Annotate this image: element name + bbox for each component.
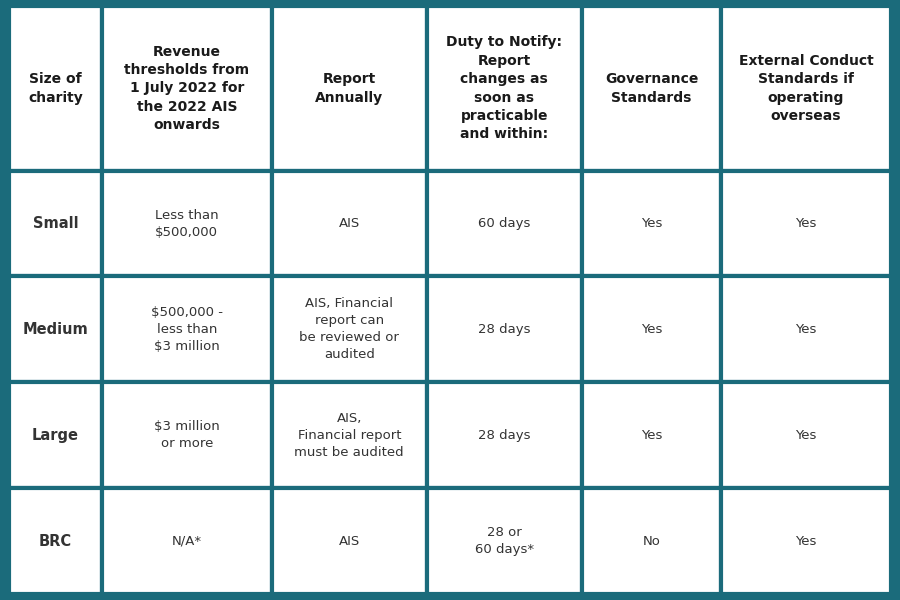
- Bar: [427, 170, 581, 277]
- Bar: [9, 170, 102, 277]
- Bar: [581, 382, 721, 488]
- Bar: [581, 170, 721, 277]
- Text: Governance
Standards: Governance Standards: [605, 72, 698, 104]
- Bar: [427, 382, 581, 488]
- Bar: [721, 382, 891, 488]
- Bar: [102, 170, 272, 277]
- Bar: [721, 170, 891, 277]
- Text: Medium: Medium: [22, 322, 88, 337]
- Text: 28 days: 28 days: [478, 429, 531, 442]
- Text: Yes: Yes: [641, 323, 662, 336]
- Text: Yes: Yes: [796, 323, 816, 336]
- Text: Revenue
thresholds from
1 July 2022 for
the 2022 AIS
onwards: Revenue thresholds from 1 July 2022 for …: [124, 44, 249, 132]
- Bar: [272, 6, 427, 170]
- Text: Large: Large: [32, 428, 79, 443]
- Text: AIS: AIS: [338, 217, 360, 230]
- Bar: [721, 277, 891, 382]
- Text: Yes: Yes: [641, 429, 662, 442]
- Bar: [272, 488, 427, 594]
- Text: Yes: Yes: [796, 429, 816, 442]
- Text: $3 million
or more: $3 million or more: [154, 420, 220, 450]
- Bar: [581, 277, 721, 382]
- Bar: [427, 277, 581, 382]
- Bar: [102, 277, 272, 382]
- Bar: [272, 382, 427, 488]
- Text: 28 or
60 days*: 28 or 60 days*: [475, 526, 534, 556]
- Text: Report
Annually: Report Annually: [315, 72, 383, 104]
- Bar: [9, 277, 102, 382]
- Text: Less than
$500,000: Less than $500,000: [155, 209, 219, 239]
- Bar: [427, 6, 581, 170]
- Text: AIS: AIS: [338, 535, 360, 548]
- Text: Small: Small: [32, 216, 78, 231]
- Bar: [581, 488, 721, 594]
- Bar: [721, 6, 891, 170]
- Text: Duty to Notify:
Report
changes as
soon as
practicable
and within:: Duty to Notify: Report changes as soon a…: [446, 35, 562, 142]
- Text: BRC: BRC: [39, 533, 72, 548]
- Bar: [581, 6, 721, 170]
- Bar: [721, 488, 891, 594]
- Bar: [272, 170, 427, 277]
- Text: N/A*: N/A*: [172, 535, 202, 548]
- Text: $500,000 -
less than
$3 million: $500,000 - less than $3 million: [151, 306, 223, 353]
- Bar: [9, 382, 102, 488]
- Text: No: No: [643, 535, 661, 548]
- Text: AIS,
Financial report
must be audited: AIS, Financial report must be audited: [294, 412, 404, 459]
- Bar: [102, 488, 272, 594]
- Text: External Conduct
Standards if
operating
overseas: External Conduct Standards if operating …: [739, 54, 873, 123]
- Bar: [9, 488, 102, 594]
- Bar: [102, 6, 272, 170]
- Text: Yes: Yes: [796, 217, 816, 230]
- Bar: [102, 382, 272, 488]
- Text: AIS, Financial
report can
be reviewed or
audited: AIS, Financial report can be reviewed or…: [300, 298, 400, 361]
- Text: 28 days: 28 days: [478, 323, 531, 336]
- Bar: [272, 277, 427, 382]
- Text: 60 days: 60 days: [478, 217, 530, 230]
- Bar: [9, 6, 102, 170]
- Text: Yes: Yes: [796, 535, 816, 548]
- Text: Yes: Yes: [641, 217, 662, 230]
- Text: Size of
charity: Size of charity: [28, 72, 83, 104]
- Bar: [427, 488, 581, 594]
